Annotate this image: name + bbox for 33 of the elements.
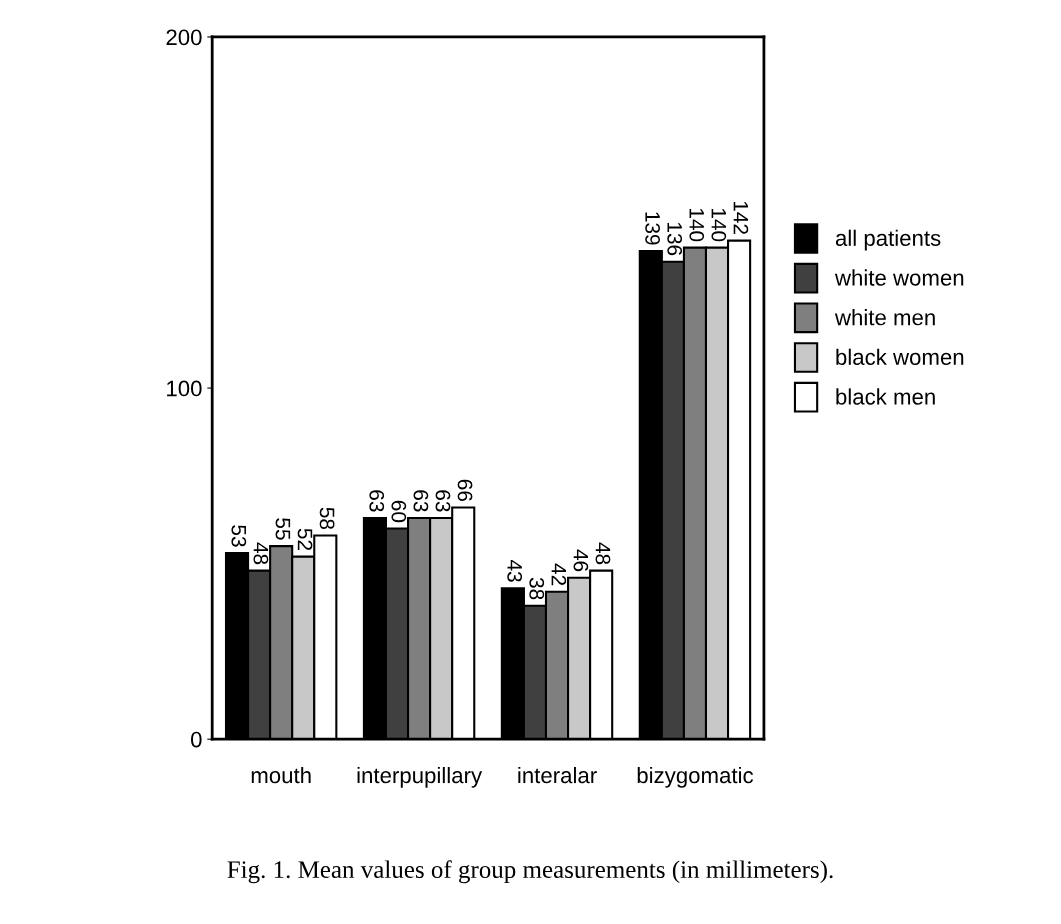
data-label: 140 [689, 208, 705, 242]
legend-label: black men [836, 388, 935, 405]
y-tick-label: 0 [190, 731, 202, 748]
x-tick-label: interpupillary [357, 766, 483, 788]
data-label: 46 [573, 549, 589, 572]
x-tick-label: interalar [518, 766, 597, 784]
legend-label: white men [834, 309, 935, 326]
data-label: 53 [231, 525, 247, 547]
caption: Fig. 1. Mean values of group measurements (in millimeters). [227, 860, 833, 884]
y-tick-label: 200 [166, 29, 202, 46]
x-tick-label: bizygomatic [637, 766, 754, 788]
data-label: 55 [275, 518, 291, 540]
data-label: 142 [733, 201, 749, 235]
data-label: 136 [667, 222, 683, 256]
x-tick-label: mouth [251, 766, 311, 784]
data-label: 58 [319, 507, 335, 530]
data-label: 139 [645, 212, 660, 245]
data-label: 38 [529, 577, 545, 600]
y-tick-label: 100 [167, 380, 202, 397]
data-label: 66 [457, 479, 473, 501]
legend-label: white women [834, 269, 964, 286]
legend-label: all patients [835, 229, 941, 251]
data-label: 60 [391, 500, 407, 523]
data-label: 43 [507, 559, 523, 582]
data-label: 63 [413, 490, 429, 512]
data-label: 140 [711, 208, 727, 242]
data-label: 63 [369, 490, 385, 512]
data-label: 63 [435, 490, 451, 512]
data-label: 48 [253, 542, 269, 565]
data-label: 52 [297, 528, 313, 551]
data-label: 42 [551, 563, 567, 586]
legend-label: black women [836, 348, 964, 366]
data-label: 48 [595, 542, 611, 565]
